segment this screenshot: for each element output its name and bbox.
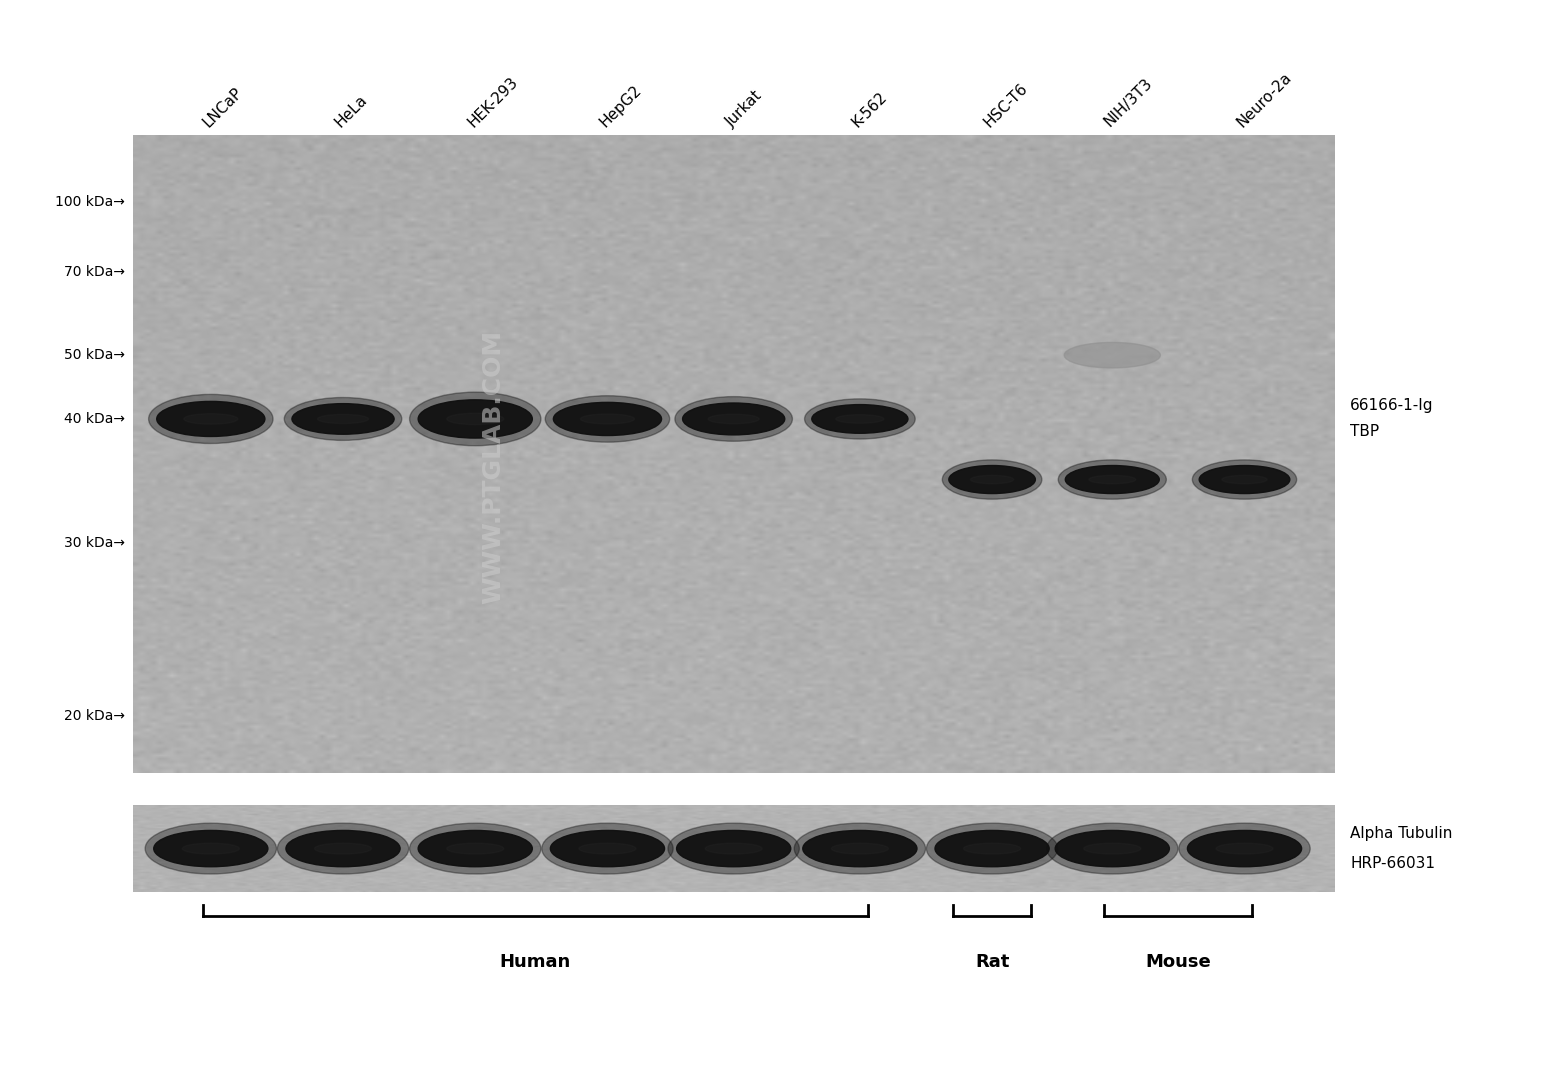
- Ellipse shape: [278, 823, 409, 875]
- Ellipse shape: [1088, 476, 1136, 483]
- Text: 50 kDa→: 50 kDa→: [64, 348, 125, 362]
- Ellipse shape: [284, 398, 401, 440]
- Ellipse shape: [545, 396, 670, 442]
- Ellipse shape: [409, 392, 542, 445]
- Text: Mouse: Mouse: [1146, 953, 1211, 971]
- Ellipse shape: [184, 414, 237, 424]
- Ellipse shape: [1199, 466, 1289, 494]
- Ellipse shape: [1065, 343, 1160, 368]
- Ellipse shape: [148, 395, 273, 443]
- Text: NIH/3T3: NIH/3T3: [1102, 76, 1155, 130]
- Ellipse shape: [286, 830, 400, 867]
- Ellipse shape: [1046, 823, 1179, 875]
- Ellipse shape: [804, 399, 915, 439]
- Text: LNCaP: LNCaP: [200, 84, 245, 130]
- Text: HSC-T6: HSC-T6: [982, 80, 1032, 130]
- Ellipse shape: [1055, 830, 1169, 867]
- Ellipse shape: [668, 823, 799, 875]
- Ellipse shape: [542, 823, 673, 875]
- Ellipse shape: [317, 414, 368, 424]
- Text: HepG2: HepG2: [596, 82, 645, 130]
- Text: 40 kDa→: 40 kDa→: [64, 412, 125, 426]
- Ellipse shape: [153, 830, 268, 867]
- Ellipse shape: [1222, 476, 1268, 483]
- Ellipse shape: [795, 823, 926, 875]
- Ellipse shape: [1216, 843, 1274, 854]
- Ellipse shape: [1193, 459, 1297, 499]
- Text: WWW.PTGLAB.COM: WWW.PTGLAB.COM: [481, 330, 506, 604]
- Ellipse shape: [1058, 459, 1166, 499]
- Text: HeLa: HeLa: [332, 92, 370, 130]
- Ellipse shape: [963, 843, 1021, 854]
- Text: 70 kDa→: 70 kDa→: [64, 265, 125, 279]
- Text: 66166-1-Ig: 66166-1-Ig: [1350, 399, 1433, 413]
- Ellipse shape: [183, 843, 239, 854]
- Ellipse shape: [446, 413, 504, 425]
- Ellipse shape: [418, 400, 532, 438]
- Ellipse shape: [1083, 843, 1141, 854]
- Text: Rat: Rat: [976, 953, 1010, 971]
- Ellipse shape: [551, 830, 665, 867]
- Ellipse shape: [674, 397, 793, 441]
- Ellipse shape: [145, 823, 276, 875]
- Ellipse shape: [446, 843, 504, 854]
- Text: Alpha Tubulin: Alpha Tubulin: [1350, 826, 1453, 841]
- Ellipse shape: [812, 404, 909, 433]
- Ellipse shape: [926, 823, 1058, 875]
- Text: Jurkat: Jurkat: [723, 88, 765, 130]
- Ellipse shape: [832, 843, 888, 854]
- Text: HRP-66031: HRP-66031: [1350, 856, 1435, 871]
- Ellipse shape: [676, 830, 791, 867]
- Ellipse shape: [314, 843, 372, 854]
- Text: HEK-293: HEK-293: [465, 74, 520, 130]
- Ellipse shape: [949, 466, 1035, 494]
- Text: 20 kDa→: 20 kDa→: [64, 708, 125, 722]
- Ellipse shape: [943, 459, 1041, 499]
- Ellipse shape: [579, 843, 635, 854]
- Text: TBP: TBP: [1350, 425, 1380, 439]
- Text: 100 kDa→: 100 kDa→: [55, 195, 125, 209]
- Ellipse shape: [1188, 830, 1302, 867]
- Ellipse shape: [802, 830, 916, 867]
- Ellipse shape: [935, 830, 1049, 867]
- Ellipse shape: [1065, 466, 1160, 494]
- Text: 30 kDa→: 30 kDa→: [64, 536, 125, 550]
- Ellipse shape: [156, 401, 265, 437]
- Ellipse shape: [682, 403, 785, 435]
- Ellipse shape: [971, 476, 1013, 483]
- Ellipse shape: [553, 402, 662, 436]
- Ellipse shape: [581, 414, 634, 424]
- Ellipse shape: [706, 843, 762, 854]
- Ellipse shape: [709, 414, 759, 424]
- Text: Neuro-2a: Neuro-2a: [1233, 69, 1294, 130]
- Text: K-562: K-562: [849, 89, 890, 130]
- Ellipse shape: [409, 823, 542, 875]
- Ellipse shape: [1179, 823, 1310, 875]
- Ellipse shape: [418, 830, 532, 867]
- Ellipse shape: [835, 415, 884, 424]
- Text: Human: Human: [500, 953, 571, 971]
- Ellipse shape: [292, 403, 393, 435]
